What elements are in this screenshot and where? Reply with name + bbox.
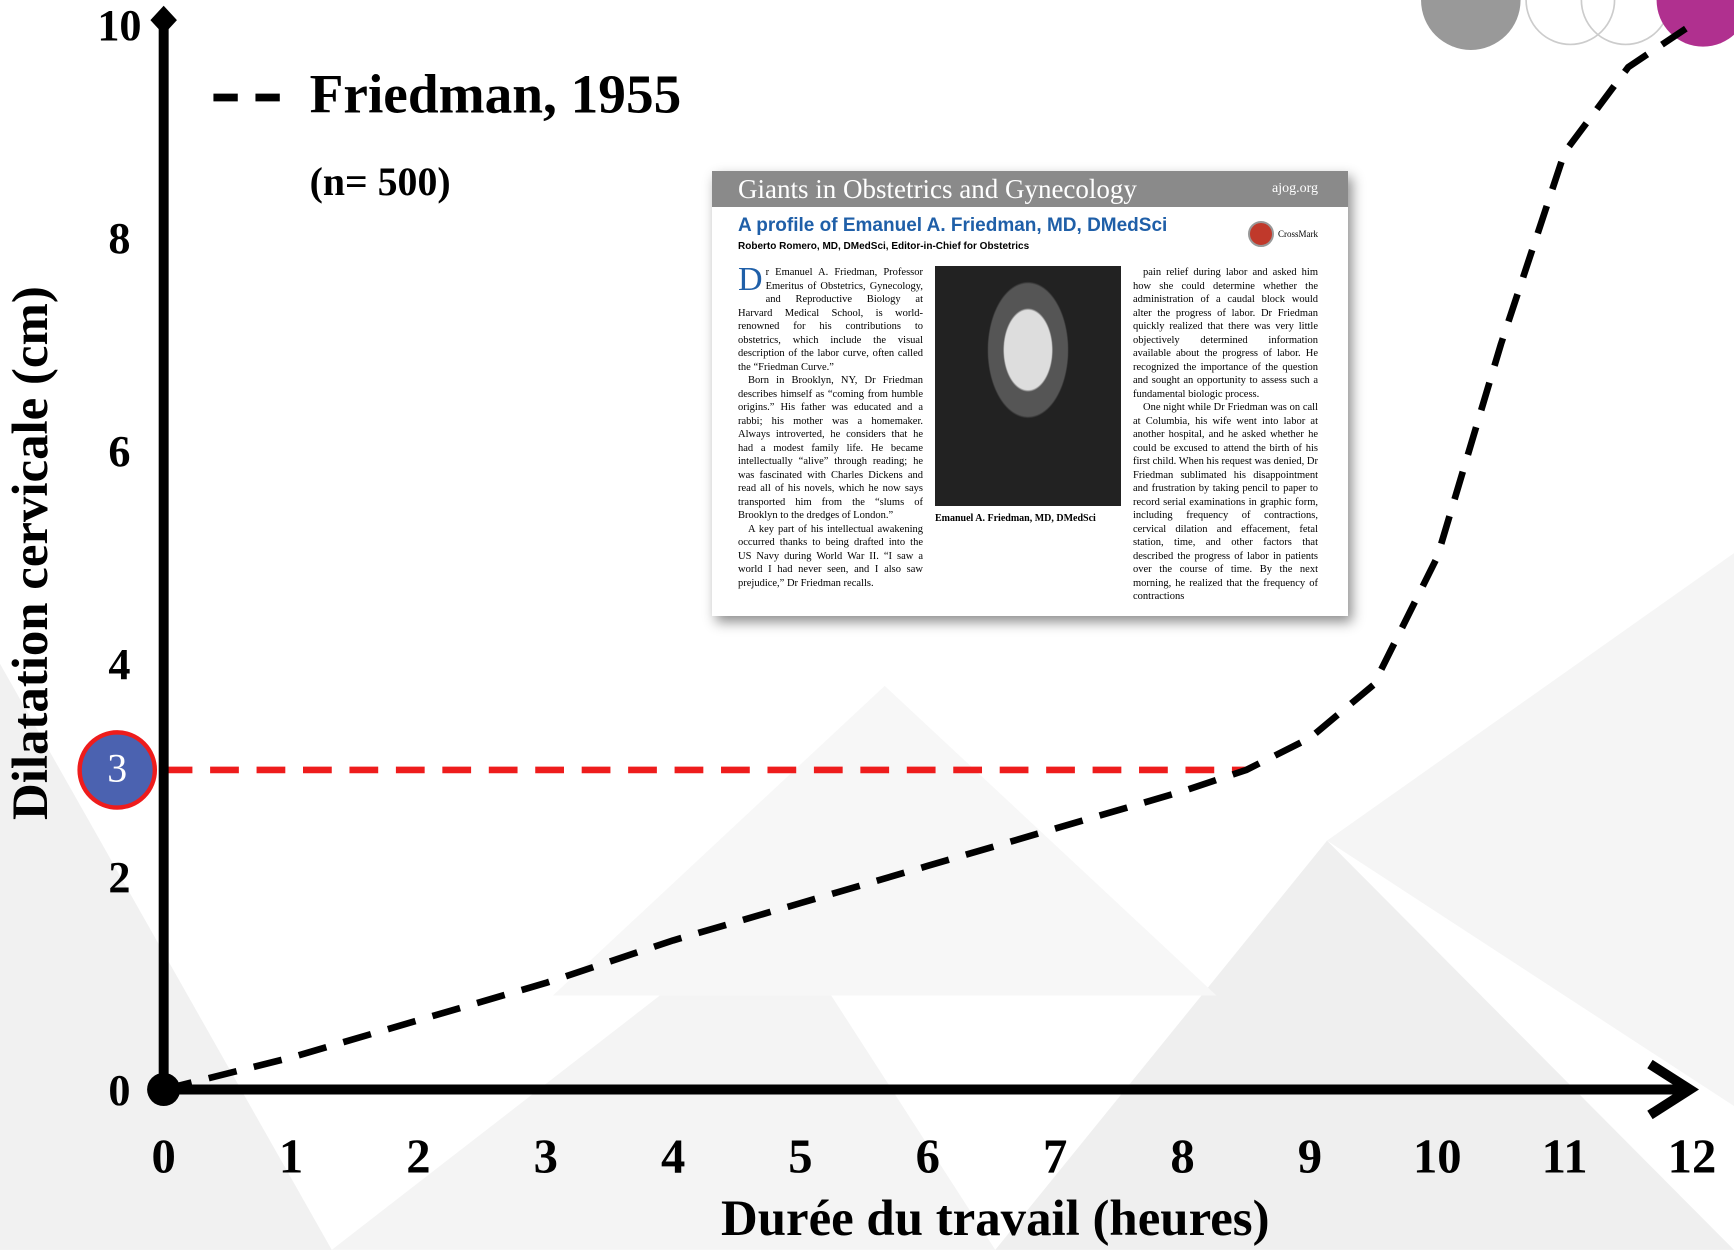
- drop-cap: D: [738, 266, 763, 294]
- column: pain relief during labor and asked him h…: [1133, 266, 1318, 604]
- subtitle: (n= 500): [310, 160, 451, 204]
- column: Emanuel A. Friedman, MD, DMedSci: [935, 266, 1121, 604]
- y-tick-label: 8: [108, 214, 130, 263]
- journal-section: Giants in Obstetrics and Gynecology: [738, 174, 1137, 205]
- portrait: [935, 266, 1121, 506]
- x-tick-label: 9: [1298, 1130, 1322, 1184]
- origin-dot: [147, 1073, 180, 1106]
- x-tick-label: 5: [788, 1130, 812, 1184]
- reference-label: 3: [107, 746, 127, 790]
- x-tick-label: 1: [279, 1130, 303, 1184]
- paragraph: One night while Dr Friedman was on call …: [1133, 401, 1318, 604]
- y-axis-title: Dilatation cervicale (cm): [3, 286, 59, 820]
- journal-site: ajog.org: [1272, 181, 1318, 197]
- paragraph: A key part of his intellectual awakening…: [738, 523, 923, 591]
- journal-band: Giants in Obstetrics and Gynecology ajog…: [712, 171, 1348, 207]
- photo-caption: Emanuel A. Friedman, MD, DMedSci: [935, 512, 1121, 526]
- y-tick-label: 6: [108, 427, 130, 476]
- article-title: A profile of Emanuel A. Friedman, MD, DM…: [738, 215, 1322, 237]
- legend-label: Friedman, 1955: [310, 63, 682, 124]
- y-axis-arrow: [150, 6, 177, 35]
- x-tick-label: 4: [661, 1130, 685, 1184]
- crossmark: CrossMark: [1248, 221, 1318, 247]
- x-tick-label: 3: [534, 1130, 558, 1184]
- x-tick-label: 11: [1542, 1130, 1588, 1184]
- x-tick-label: 10: [1413, 1130, 1462, 1184]
- y-tick-label: 0: [108, 1066, 130, 1115]
- y-tick-label: 4: [108, 640, 130, 689]
- paragraph: r Emanuel A. Friedman, Professor Emeritu…: [738, 266, 923, 374]
- x-tick-label: 8: [1170, 1130, 1194, 1184]
- article-head: A profile of Emanuel A. Friedman, MD, DM…: [712, 207, 1348, 252]
- article-author: Roberto Romero, MD, DMedSci, Editor-in-C…: [738, 241, 1322, 252]
- x-tick-label: 7: [1043, 1130, 1067, 1184]
- article-inset: Giants in Obstetrics and Gynecology ajog…: [712, 171, 1348, 616]
- y-tick-label: 2: [108, 853, 130, 902]
- x-tick-label: 12: [1668, 1130, 1717, 1184]
- x-tick-label: 2: [406, 1130, 430, 1184]
- paragraph: Born in Brooklyn, NY, Dr Friedman descri…: [738, 374, 923, 523]
- x-tick-label: 6: [916, 1130, 940, 1184]
- x-tick-label: 0: [152, 1130, 176, 1184]
- y-tick-label: 10: [97, 1, 141, 50]
- x-axis-title: Durée du travail (heures): [721, 1191, 1270, 1247]
- paragraph: pain relief during labor and asked him h…: [1133, 266, 1318, 401]
- crossmark-label: CrossMark: [1278, 229, 1318, 239]
- slide: 3 Friedman, 1955 (n= 500) Durée du trava…: [0, 0, 1734, 1250]
